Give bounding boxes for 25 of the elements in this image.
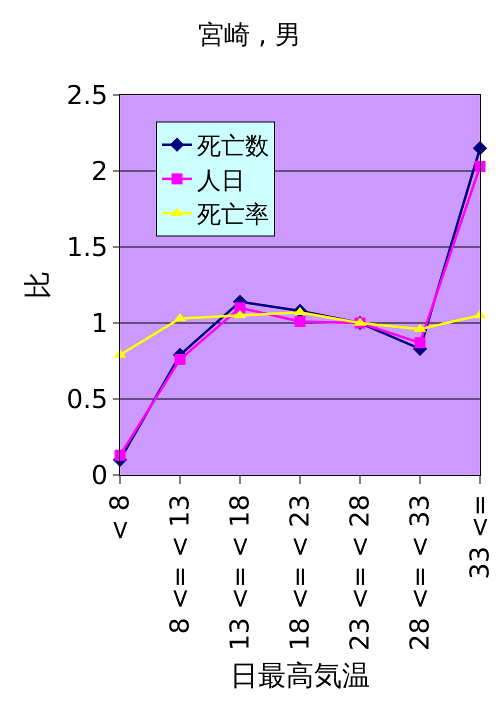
x-tick-label: 23 <= < 28 — [345, 494, 376, 651]
x-tick-label: 28 <= < 33 — [405, 494, 436, 651]
point — [414, 337, 426, 348]
x-axis-title: 日最高気温 — [230, 658, 370, 692]
point — [114, 450, 126, 461]
x-tick-label: 13 <= < 18 — [225, 494, 256, 651]
y-tick-label: 0.5 — [66, 385, 108, 416]
y-tick-label: 2 — [91, 157, 108, 188]
y-axis-title: 比 — [21, 271, 54, 299]
y-tick-label: 2.5 — [66, 81, 108, 112]
x-tick-label: 18 <= < 23 — [285, 494, 316, 651]
y-tick-label: 1 — [91, 309, 108, 340]
point — [234, 302, 246, 314]
point — [174, 354, 186, 365]
point — [294, 316, 306, 327]
x-tick-label: 8 <= < 13 — [165, 494, 196, 634]
legend-label: 人日 — [197, 166, 245, 194]
x-tick-label: 33 <= — [465, 494, 496, 580]
point — [474, 160, 486, 172]
y-tick-label: 1.5 — [66, 233, 108, 264]
chart-title: 宮崎 , 男 — [198, 20, 301, 50]
legend-label: 死亡数 — [197, 132, 269, 160]
x-tick-label: < 8 — [105, 494, 136, 541]
y-tick-label: 0 — [91, 461, 108, 492]
legend-label: 死亡率 — [197, 200, 269, 228]
